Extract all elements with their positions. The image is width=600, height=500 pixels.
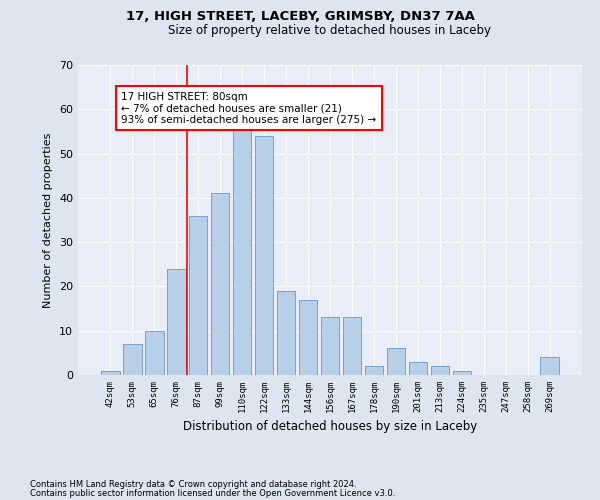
Text: Contains HM Land Registry data © Crown copyright and database right 2024.: Contains HM Land Registry data © Crown c… — [30, 480, 356, 489]
Bar — [452, 370, 471, 375]
Bar — [255, 136, 274, 375]
Bar — [365, 366, 383, 375]
Bar — [189, 216, 208, 375]
Bar — [541, 358, 559, 375]
Bar — [233, 122, 251, 375]
X-axis label: Distribution of detached houses by size in Laceby: Distribution of detached houses by size … — [183, 420, 477, 434]
Bar — [431, 366, 449, 375]
Text: 17, HIGH STREET, LACEBY, GRIMSBY, DN37 7AA: 17, HIGH STREET, LACEBY, GRIMSBY, DN37 7… — [125, 10, 475, 23]
Text: Contains public sector information licensed under the Open Government Licence v3: Contains public sector information licen… — [30, 488, 395, 498]
Bar — [343, 318, 361, 375]
Bar — [101, 370, 119, 375]
Bar — [123, 344, 142, 375]
Bar — [320, 318, 340, 375]
Y-axis label: Number of detached properties: Number of detached properties — [43, 132, 53, 308]
Text: 17 HIGH STREET: 80sqm
← 7% of detached houses are smaller (21)
93% of semi-detac: 17 HIGH STREET: 80sqm ← 7% of detached h… — [121, 92, 376, 125]
Title: Size of property relative to detached houses in Laceby: Size of property relative to detached ho… — [169, 24, 491, 38]
Bar — [145, 330, 164, 375]
Bar — [211, 194, 229, 375]
Bar — [277, 291, 295, 375]
Bar — [409, 362, 427, 375]
Bar — [167, 268, 185, 375]
Bar — [299, 300, 317, 375]
Bar — [386, 348, 405, 375]
